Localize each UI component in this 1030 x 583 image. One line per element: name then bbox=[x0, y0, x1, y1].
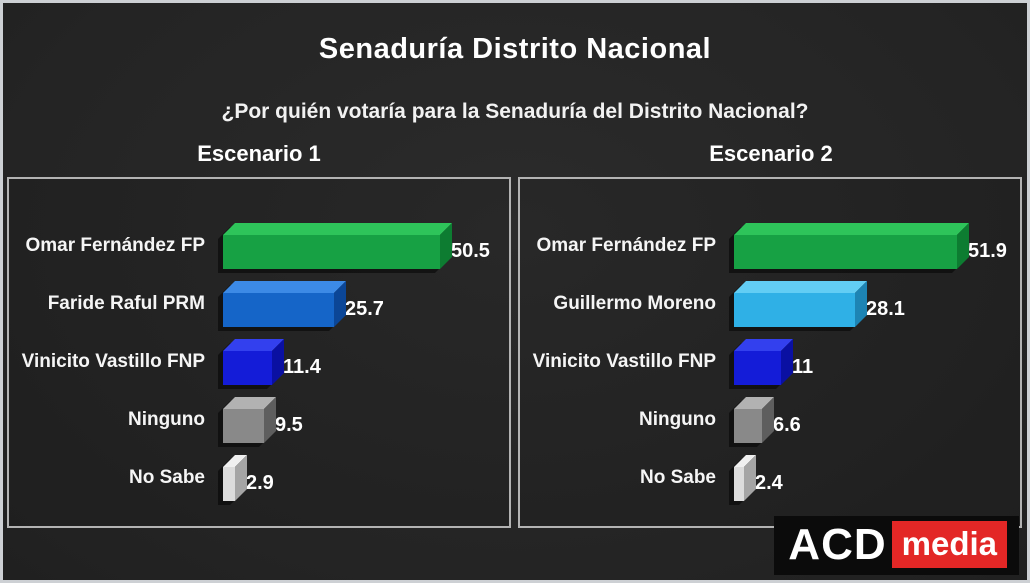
bar-top-face bbox=[223, 281, 346, 293]
bar-value-label: 11.4 bbox=[283, 355, 321, 378]
category-label: No Sabe bbox=[639, 467, 716, 488]
bar-front-face bbox=[223, 409, 264, 443]
bar-3d bbox=[734, 339, 793, 385]
bar-area: 9.5 bbox=[223, 397, 509, 443]
category-label: Omar Fernández FP bbox=[25, 235, 206, 256]
category-label: Ninguno bbox=[127, 409, 205, 430]
logo-text-media: media bbox=[891, 521, 1007, 568]
category-label: Omar Fernández FP bbox=[536, 235, 717, 256]
chart-row: Faride Raful PRM 25.7 bbox=[9, 275, 509, 333]
acd-media-logo: ACD media bbox=[774, 516, 1019, 575]
bar-3d bbox=[223, 455, 247, 501]
bar-front-face bbox=[734, 467, 744, 501]
bar-front-face bbox=[223, 351, 272, 385]
bar-area: 28.1 bbox=[734, 281, 1020, 327]
scenario-headers: Escenario 1 Escenario 2 bbox=[3, 141, 1027, 167]
bar-value-label: 2.9 bbox=[246, 471, 274, 494]
bar-top-face bbox=[223, 223, 452, 235]
bar-front-face bbox=[734, 235, 957, 269]
bar-top-face bbox=[734, 223, 969, 235]
bar-value-label: 6.6 bbox=[773, 413, 801, 436]
scenario-1-header: Escenario 1 bbox=[197, 141, 321, 166]
chart-row: Vinicito Vastillo FNP 11.4 bbox=[9, 333, 509, 391]
category-label: No Sabe bbox=[128, 467, 205, 488]
bar-3d bbox=[223, 281, 346, 327]
category-label: Vinicito Vastillo FNP bbox=[532, 351, 716, 372]
bar-top-face bbox=[734, 281, 867, 293]
chart-row: Ninguno 9.5 bbox=[9, 391, 509, 449]
chart-row: Omar Fernández FP 51.9 bbox=[520, 217, 1020, 275]
bar-area: 2.4 bbox=[734, 455, 1020, 501]
bar-area: 50.5 bbox=[223, 223, 509, 269]
chart-row: Guillermo Moreno 28.1 bbox=[520, 275, 1020, 333]
bar-area: 51.9 bbox=[734, 223, 1020, 269]
bar-rows-escenario-1: Omar Fernández FP 50.5 Faride Raful PRM 25.… bbox=[9, 179, 509, 507]
bar-front-face bbox=[734, 351, 781, 385]
bar-area: 2.9 bbox=[223, 455, 509, 501]
bar-rows-escenario-2: Omar Fernández FP 51.9 Guillermo Moreno 28.… bbox=[520, 179, 1020, 507]
bar-area: 11.4 bbox=[223, 339, 509, 385]
bar-front-face bbox=[734, 409, 762, 443]
bar-value-label: 25.7 bbox=[345, 297, 384, 320]
page-title: Senaduría Distrito Nacional bbox=[318, 33, 712, 65]
bar-3d bbox=[734, 397, 774, 443]
bar-value-label: 2.4 bbox=[755, 471, 783, 494]
bar-area: 25.7 bbox=[223, 281, 509, 327]
category-label: Guillermo Moreno bbox=[553, 293, 716, 314]
bar-area: 6.6 bbox=[734, 397, 1020, 443]
panel-escenario-1: Omar Fernández FP 50.5 Faride Raful PRM 25.… bbox=[7, 177, 511, 528]
bar-area: 11 bbox=[734, 339, 1020, 385]
chart-row: Omar Fernández FP 50.5 bbox=[9, 217, 509, 275]
bar-3d bbox=[223, 397, 276, 443]
category-label: Vinicito Vastillo FNP bbox=[21, 351, 205, 372]
bar-value-label: 11 bbox=[792, 355, 814, 378]
bar-3d bbox=[223, 223, 452, 269]
bar-3d bbox=[734, 223, 969, 269]
bar-value-label: 51.9 bbox=[968, 239, 1007, 262]
chart-panels: Omar Fernández FP 50.5 Faride Raful PRM 25.… bbox=[7, 177, 1022, 528]
page-subtitle: ¿Por quién votaría para la Senaduría del… bbox=[221, 100, 809, 123]
chart-row: Vinicito Vastillo FNP 11 bbox=[520, 333, 1020, 391]
category-label: Faride Raful PRM bbox=[47, 293, 205, 314]
bar-value-label: 9.5 bbox=[275, 413, 303, 436]
bar-front-face bbox=[734, 293, 855, 327]
logo-text-acd: ACD bbox=[788, 519, 887, 569]
bar-front-face bbox=[223, 467, 235, 501]
bar-3d bbox=[223, 339, 284, 385]
bar-front-face bbox=[223, 293, 334, 327]
bar-3d bbox=[734, 455, 756, 501]
panel-escenario-2: Omar Fernández FP 51.9 Guillermo Moreno 28.… bbox=[518, 177, 1022, 528]
chart-row: Ninguno 6.6 bbox=[520, 391, 1020, 449]
bar-3d bbox=[734, 281, 867, 327]
bar-value-label: 50.5 bbox=[451, 239, 490, 262]
bar-front-face bbox=[223, 235, 440, 269]
chart-row: No Sabe 2.9 bbox=[9, 449, 509, 507]
bar-value-label: 28.1 bbox=[866, 297, 905, 320]
chart-row: No Sabe 2.4 bbox=[520, 449, 1020, 507]
scenario-2-header: Escenario 2 bbox=[709, 141, 833, 166]
category-label: Ninguno bbox=[638, 409, 716, 430]
